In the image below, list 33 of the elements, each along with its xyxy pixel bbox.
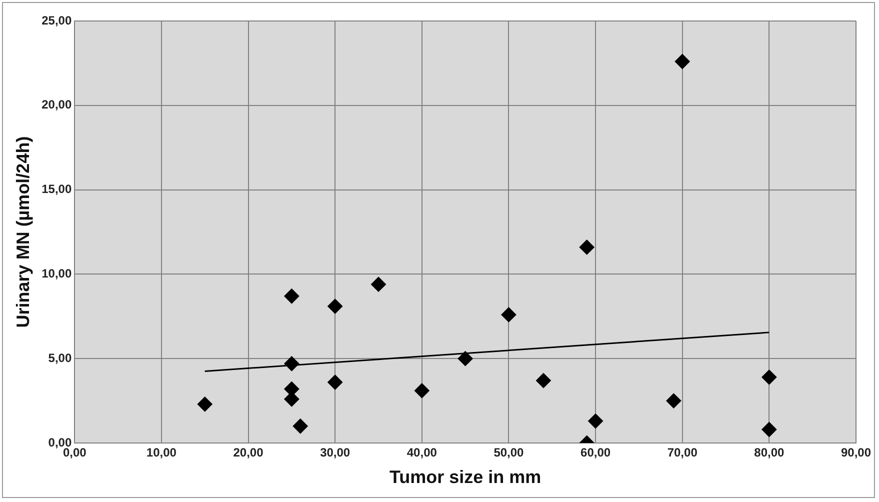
point xyxy=(762,422,777,437)
y-tick-label: 25,00 xyxy=(42,13,72,28)
x-tick-label: 80,00 xyxy=(754,446,785,460)
x-tick-label: 20,00 xyxy=(233,446,264,460)
x-tick-label: 70,00 xyxy=(667,446,698,460)
x-tick-label: 90,00 xyxy=(840,446,872,460)
point xyxy=(579,240,594,255)
y-tick-label: 5,00 xyxy=(48,350,72,365)
y-axis-title: Urinary MN (µmol/24h) xyxy=(12,136,33,328)
point xyxy=(414,383,430,398)
point xyxy=(501,307,516,322)
point xyxy=(284,356,300,372)
point xyxy=(588,414,604,429)
point xyxy=(292,418,308,434)
y-tick-label: 20,00 xyxy=(42,98,72,112)
y-tick-label: 15,00 xyxy=(42,182,72,196)
x-tick-label: 40,00 xyxy=(406,446,438,460)
point xyxy=(458,351,473,366)
point xyxy=(666,393,682,408)
y-tick-label: 10,00 xyxy=(42,266,72,281)
x-tick-label: 60,00 xyxy=(580,446,611,460)
point xyxy=(370,276,386,292)
point xyxy=(328,374,343,390)
point xyxy=(536,373,551,388)
point xyxy=(674,54,690,70)
x-axis-title: Tumor size in mm xyxy=(389,467,542,488)
point xyxy=(197,396,212,412)
x-tick-label: 30,00 xyxy=(320,446,350,460)
point xyxy=(762,370,777,385)
point xyxy=(284,288,300,304)
x-tick-label: 10,00 xyxy=(146,446,177,460)
x-tick-label: 50,00 xyxy=(494,446,524,460)
point xyxy=(328,298,343,314)
